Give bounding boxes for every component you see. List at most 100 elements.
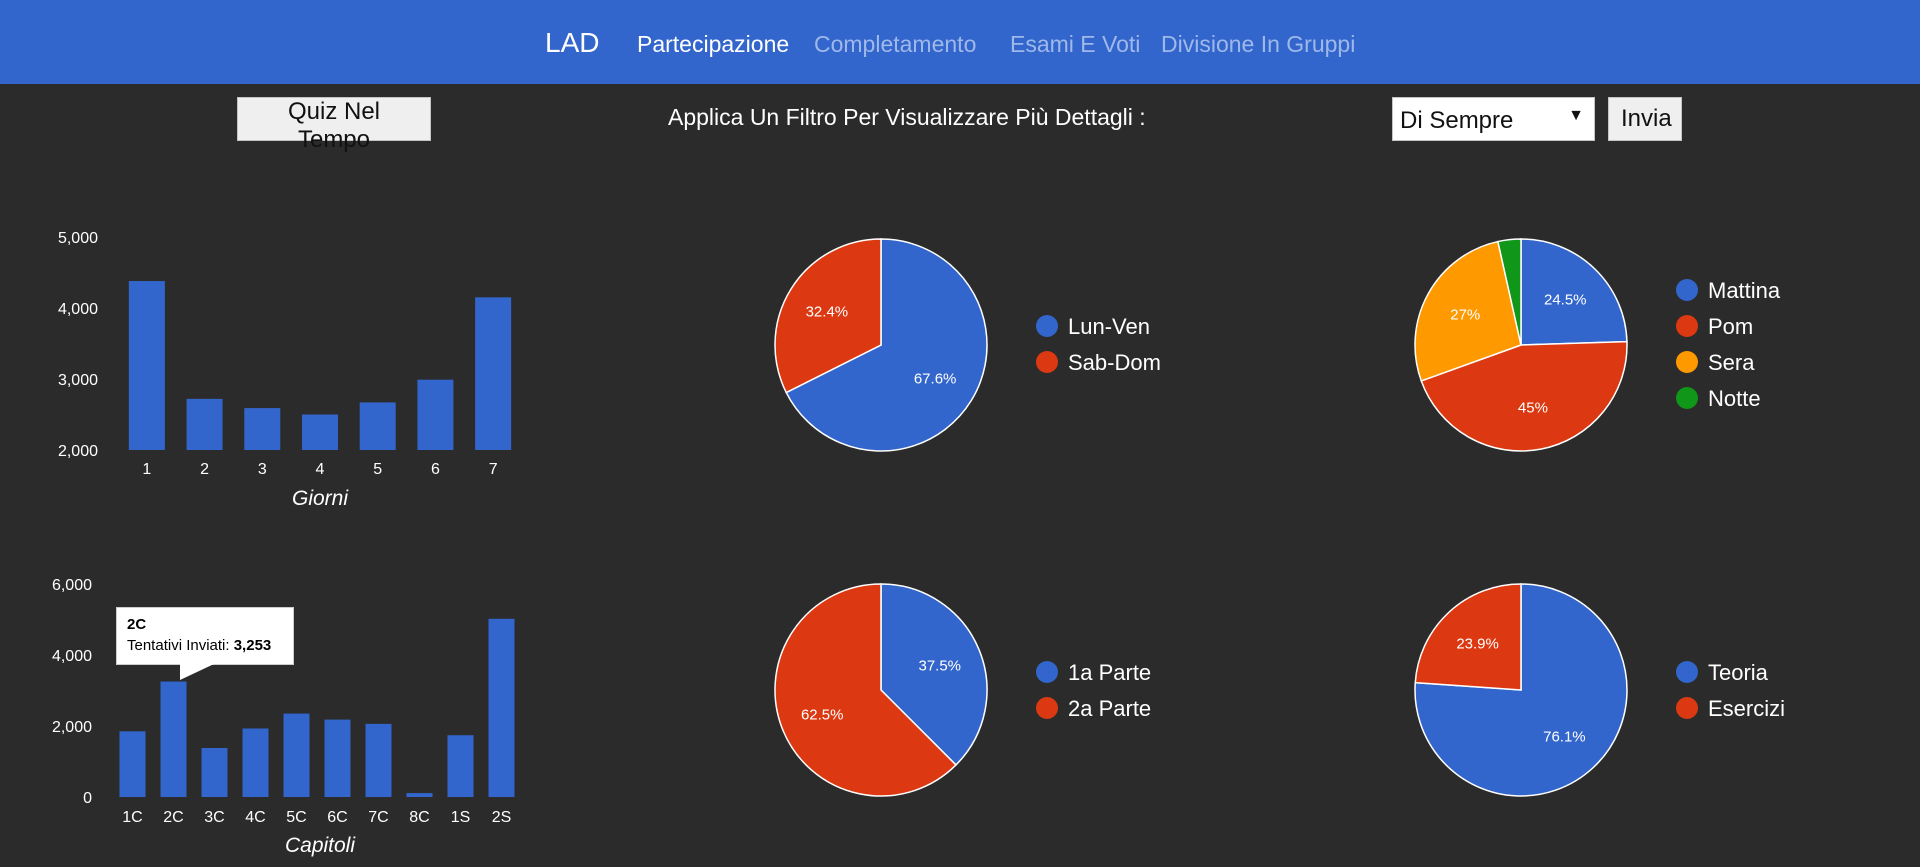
- giorni-x-tick-label: 5: [373, 461, 382, 478]
- fascia-oraria-slice-label: 24.5%: [1544, 291, 1587, 308]
- tipo-attivita-slice-label: 76.1%: [1543, 728, 1586, 745]
- nav-link-divisione-in-gruppi[interactable]: Divisione In Gruppi: [1161, 31, 1356, 57]
- giorni-x-tick-label: 1: [142, 461, 151, 478]
- giorni-bar-7: [475, 297, 512, 450]
- giorni-settimana-legend-swatch: [1036, 315, 1058, 337]
- capitoli-x-tick-label: 6C: [327, 809, 347, 826]
- quiz-nel-tempo-button[interactable]: Quiz Nel Tempo: [237, 97, 431, 153]
- top-navbar: LAD Partecipazione Completamento Esami E…: [0, 0, 1920, 84]
- capitoli-y-tick-label: 4,000: [52, 648, 92, 665]
- giorni-settimana-legend-label: Sab-Dom: [1068, 350, 1161, 375]
- capitoli-x-tick-label: 2C: [163, 809, 183, 826]
- tipo-attivita-legend-swatch: [1676, 661, 1698, 683]
- fascia-oraria-legend-swatch: [1676, 387, 1698, 409]
- capitoli-x-tick-label: 5C: [286, 809, 306, 826]
- tooltip-body: Tentativi Inviati: 3,253: [127, 637, 283, 654]
- capitoli-bar-5c: [283, 713, 310, 797]
- giorni-bar-1: [128, 281, 165, 450]
- parte-corso-legend-label: 2a Parte: [1068, 696, 1151, 721]
- capitoli-x-tick-label: 3C: [204, 809, 224, 826]
- capitoli-x-tick-label: 2S: [492, 809, 512, 826]
- giorni-x-tick-label: 7: [489, 461, 498, 478]
- giorni-settimana-legend-label: Lun-Ven: [1068, 314, 1150, 339]
- giorni-settimana-slice-sab-dom: [774, 238, 882, 394]
- giorni-x-tick-label: 2: [200, 461, 209, 478]
- giorni-x-axis-label: Giorni: [292, 487, 349, 510]
- capitoli-x-tick-label: 7C: [368, 809, 388, 826]
- giorni-bar-2: [186, 398, 223, 450]
- giorni-y-tick-label: 5,000: [58, 230, 98, 247]
- fascia-oraria-slice-pom: [1420, 340, 1628, 452]
- fascia-oraria-legend-swatch: [1676, 351, 1698, 373]
- chevron-down-icon: ▼: [1568, 107, 1584, 124]
- tipo-attivita-slice-esercizi: [1414, 583, 1522, 691]
- giorni-x-tick-label: 6: [431, 461, 440, 478]
- fascia-oraria-slice-sera: [1414, 240, 1522, 382]
- giorni-y-tick-label: 4,000: [58, 301, 98, 318]
- capitoli-x-tick-label: 8C: [409, 809, 429, 826]
- giorni-settimana-slice-label: 32.4%: [806, 304, 849, 321]
- period-select[interactable]: Di Sempre ▼: [1392, 97, 1595, 141]
- giorni-bar-6: [417, 379, 454, 450]
- capitoli-bar-3c: [201, 748, 228, 797]
- giorni-bar-4: [302, 414, 338, 450]
- giorni-y-tick-label: 2,000: [58, 443, 98, 460]
- submit-button[interactable]: Invia: [1608, 97, 1682, 141]
- fascia-oraria-slice-notte: [1496, 238, 1522, 346]
- nav-link-partecipazione[interactable]: Partecipazione: [637, 31, 790, 57]
- fascia-oraria-legend-swatch: [1676, 315, 1698, 337]
- brand-logo[interactable]: LAD: [545, 27, 600, 58]
- giorni-bar-3: [244, 408, 281, 450]
- capitoli-bar-2c: [160, 681, 187, 797]
- filter-label: Applica Un Filtro Per Visualizzare Più D…: [668, 104, 1146, 130]
- tipo-attivita-legend-swatch: [1676, 697, 1698, 719]
- fascia-oraria-legend-label: Mattina: [1708, 278, 1781, 303]
- fascia-oraria-slice-mattina: [1520, 238, 1628, 346]
- capitoli-x-axis-label: Capitoli: [285, 834, 356, 857]
- fascia-oraria-legend-label: Sera: [1708, 350, 1755, 375]
- giorni-y-tick-label: 3,000: [58, 372, 98, 389]
- capitoli-bar-8c: [406, 793, 433, 797]
- capitoli-bar-7c: [365, 723, 392, 797]
- tipo-attivita-slice-teoria: [1414, 583, 1628, 797]
- parte-corso-slice-1a-parte: [880, 583, 988, 767]
- tooltip-label: Tentativi Inviati:: [127, 637, 230, 654]
- parte-corso-slice-2a-parte: [774, 583, 958, 797]
- tooltip-title: 2C: [127, 616, 147, 633]
- capitoli-x-tick-label: 1S: [451, 809, 471, 826]
- parte-corso-legend-swatch: [1036, 661, 1058, 683]
- fascia-oraria-legend-label: Notte: [1708, 386, 1761, 411]
- fascia-oraria-slice-label: 27%: [1450, 306, 1480, 323]
- tipo-attivita-slice-label: 23.9%: [1456, 636, 1499, 653]
- giorni-bar-5: [359, 402, 396, 450]
- fascia-oraria-slice-label: 45%: [1518, 399, 1548, 416]
- giorni-settimana-slice-lun-ven: [785, 238, 988, 452]
- capitoli-bar-1c: [119, 731, 146, 797]
- parte-corso-legend-swatch: [1036, 697, 1058, 719]
- nav-link-completamento[interactable]: Completamento: [814, 31, 977, 57]
- capitoli-y-tick-label: 2,000: [52, 719, 92, 736]
- tipo-attivita-legend-label: Esercizi: [1708, 696, 1785, 721]
- capitoli-bar-4c: [242, 728, 269, 797]
- capitoli-y-tick-label: 6,000: [52, 577, 92, 594]
- capitoli-x-tick-label: 1C: [122, 809, 142, 826]
- bar-tooltip: 2C Tentativi Inviati: 3,253: [116, 607, 294, 665]
- capitoli-bar-6c: [324, 719, 351, 797]
- capitoli-bar-1s: [447, 735, 474, 797]
- parte-corso-slice-label: 37.5%: [918, 658, 961, 675]
- parte-corso-legend-label: 1a Parte: [1068, 660, 1151, 685]
- tooltip-pointer: [180, 664, 214, 680]
- tooltip-value: 3,253: [233, 637, 272, 654]
- fascia-oraria-legend-label: Pom: [1708, 314, 1753, 339]
- tipo-attivita-legend-label: Teoria: [1708, 660, 1769, 685]
- fascia-oraria-legend-swatch: [1676, 279, 1698, 301]
- period-select-value: Di Sempre: [1400, 107, 1514, 134]
- giorni-x-tick-label: 4: [316, 461, 325, 478]
- capitoli-y-tick-label: 0: [83, 790, 92, 807]
- giorni-x-tick-label: 3: [258, 461, 267, 478]
- nav-link-esami-e-voti[interactable]: Esami E Voti: [1010, 31, 1141, 57]
- giorni-settimana-legend-swatch: [1036, 351, 1058, 373]
- parte-corso-slice-label: 62.5%: [801, 706, 844, 723]
- giorni-settimana-slice-label: 67.6%: [914, 370, 957, 387]
